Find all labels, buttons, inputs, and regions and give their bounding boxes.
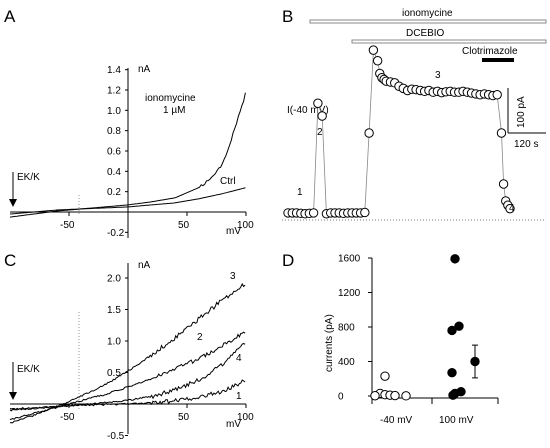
panel-d-point-100 [447, 325, 457, 336]
panel-a-trace-ctrl [9, 187, 246, 215]
panel-a-y-tick-label: 0.4 [107, 167, 121, 178]
panel-c-trace-3 [9, 282, 246, 424]
panel-a-treatment-line2: 1 µM [163, 105, 185, 116]
panel-d-point-100 [448, 390, 458, 400]
clotrimazole-bar [482, 58, 514, 62]
panel-d-category-1: -40 mV [380, 415, 413, 426]
panel-a-x-ticks: -50 50 100 [60, 212, 254, 231]
scale-bar-x-label: 120 s [514, 139, 538, 150]
panel-d-point-100 [450, 254, 460, 264]
panel-a-y-tick-label: 0.2 [107, 187, 121, 198]
panel-d-point-100 [454, 321, 464, 331]
panel-label-b: B [282, 7, 293, 26]
panel-b-holding-label: I(-40 mV) [287, 105, 329, 116]
panel-b-point [360, 207, 370, 218]
trace-label-1: 1 [236, 391, 242, 402]
panel-a-y-tick-label: 1.4 [107, 65, 121, 76]
panel-c-x-unit: mV [226, 419, 241, 430]
panel-a-y-tick-label: 0.6 [107, 147, 121, 158]
panel-a-y-tick-label: 1.0 [107, 106, 121, 117]
panel-a-x-tick-label: 100 [237, 220, 254, 231]
panel-d: D 1600 1200 800 400 0 currents (pA) -40 mV 1… [282, 251, 499, 426]
scale-bar-y-label: 100 pA [516, 96, 527, 128]
panel-d-point-minus40 [401, 391, 411, 401]
dcebio-bar [351, 39, 547, 44]
panel-a-x-unit: mV [226, 226, 241, 237]
panel-a: A -50 50 100 1.41.21.00.80.60.40.2-0.2 nA … [4, 7, 254, 239]
panel-a-y-tick-label: 0.8 [107, 126, 121, 137]
panel-label-d: D [282, 251, 294, 270]
panel-c-x-tick-label: 100 [237, 412, 254, 423]
panel-c-ek-label: EK/K [17, 364, 40, 375]
panel-d-point-100 [447, 368, 457, 378]
point-label-3: 3 [435, 70, 441, 81]
panel-b-timecourse [283, 45, 515, 219]
panel-d-y-tick-label: 400 [338, 357, 355, 368]
panel-a-ctrl-label: Ctrl [220, 176, 236, 187]
point-label-1: 1 [297, 187, 303, 198]
panel-a-treatment-line1: ionomycine [145, 93, 196, 104]
trace-label-3: 3 [230, 271, 236, 282]
panel-a-trace-ionomycine [9, 92, 246, 218]
panel-c-y-tick-label: 2.0 [107, 274, 121, 285]
panel-a-x-tick-label: -50 [60, 220, 75, 231]
panel-d-point-minus40 [370, 391, 380, 401]
panel-c-y-tick-label: 1.5 [107, 305, 121, 316]
panel-c-y-tick-label: 0.5 [107, 368, 121, 379]
dcebio-bar-label: DCEBIO [406, 28, 445, 39]
panel-b-point [372, 56, 383, 66]
panel-b-point [313, 98, 323, 108]
panel-b-point [496, 128, 507, 138]
trace-label-2: 2 [197, 332, 203, 343]
panel-d-y-tick-label: 1600 [338, 254, 361, 265]
panel-a-ek-arrowhead [9, 199, 17, 207]
panel-a-ek-label: EK/K [17, 172, 40, 183]
panel-b-point [492, 90, 502, 100]
panel-b-point [317, 111, 327, 121]
panel-c-ek-arrowhead [9, 392, 17, 400]
panel-d-y-label: currents (pA) [324, 314, 335, 372]
panel-c-x-tick-label: 50 [178, 412, 190, 423]
panel-d-mean-point [470, 356, 480, 367]
ionomycine-bar-label: ionomycine [402, 8, 453, 19]
panel-d-point-minus40 [390, 390, 400, 401]
panel-label-c: C [4, 251, 16, 270]
panel-c-y-tick-label: 1.0 [107, 337, 121, 348]
clotrimazole-bar-label: Clotrimazole [462, 46, 518, 57]
panel-d-y-ticks: 1600 1200 800 400 0 [338, 254, 372, 403]
panel-a-y-unit: nA [138, 64, 151, 75]
panel-d-y-tick-label: 1200 [338, 288, 361, 299]
trace-label-4: 4 [236, 353, 242, 364]
panel-b: B ionomycine DCEBIO Clotrimazole I(-40 m… [282, 7, 547, 221]
point-label-4: 4 [509, 203, 515, 214]
panel-c-traces [9, 282, 246, 424]
panel-a-y-tick-label: -0.2 [107, 228, 125, 239]
panel-c-y-tick-label: -0.5 [107, 431, 125, 442]
panel-b-point [505, 203, 515, 214]
panel-a-y-ticks: 1.4 1.2 1.0 0.8 0.6 0.4 0.2 -0.2 [107, 65, 128, 239]
panel-b-point [364, 128, 374, 138]
panel-label-a: A [4, 7, 16, 26]
panel-d-points [370, 254, 480, 401]
panel-b-point [308, 208, 319, 218]
panel-d-point-minus40 [380, 371, 390, 381]
panel-c-y-ticks: 2.0 1.5 1.0 0.5 -0.5 [107, 274, 128, 442]
ionomycine-bar [309, 19, 547, 24]
panel-d-y-tick-label: 0 [338, 392, 344, 403]
panel-c-y-unit: nA [138, 260, 151, 271]
panel-a-y-tick-label: 1.2 [107, 86, 121, 97]
panel-b-point [498, 179, 509, 189]
panel-c: C -50 50 100 2.0 1.5 1.0 0.5 -0.5 nA mV EK/K 3… [4, 251, 254, 442]
panel-a-x-tick-label: 50 [178, 220, 190, 231]
panel-c-trace-4 [9, 342, 246, 412]
panel-c-x-tick-label: -50 [60, 412, 75, 423]
panel-b-point [368, 45, 379, 55]
panel-a-traces [9, 92, 246, 218]
point-label-2: 2 [317, 127, 323, 138]
panel-d-y-tick-label: 800 [338, 323, 355, 334]
panel-c-x-ticks: -50 50 100 [60, 404, 254, 423]
panel-d-category-2: 100 mV [439, 415, 474, 426]
